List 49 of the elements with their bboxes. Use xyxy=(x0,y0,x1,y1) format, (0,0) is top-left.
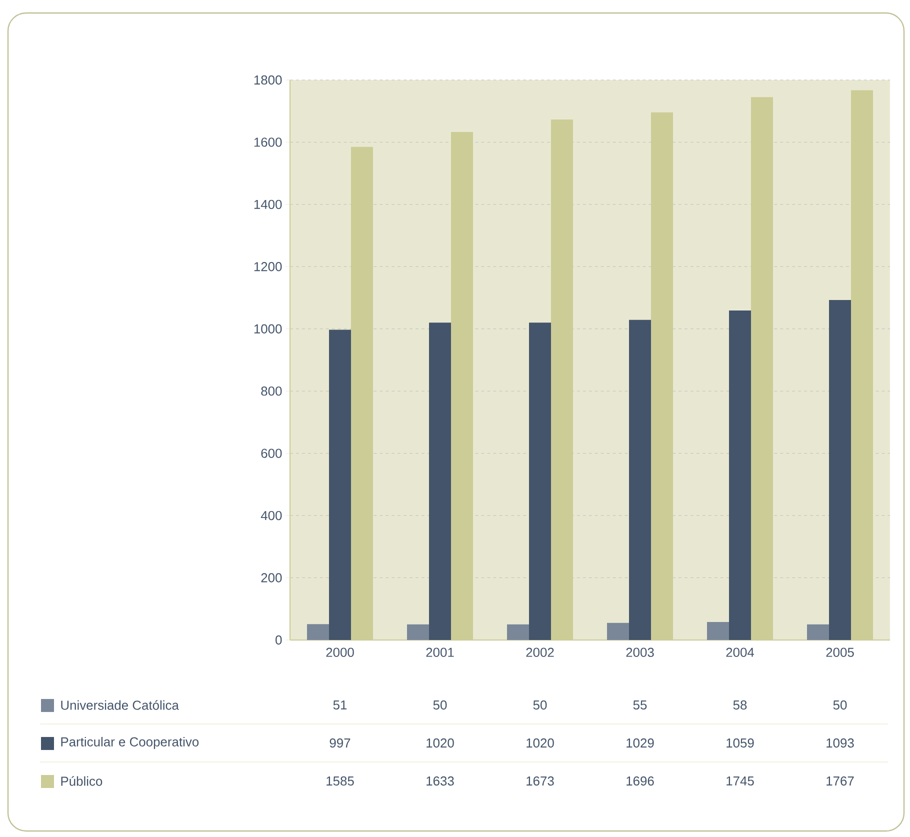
y-tick-label: 1600 xyxy=(254,138,282,147)
legend-label: Particular e Cooperativo xyxy=(61,736,199,750)
bar xyxy=(407,624,430,640)
bar xyxy=(829,300,851,640)
data-label: 1020 xyxy=(526,738,554,748)
data-label: 1020 xyxy=(426,738,454,748)
y-tick-label: 600 xyxy=(261,448,282,458)
bar xyxy=(507,624,530,640)
legend-label: Público xyxy=(61,776,102,786)
data-label: 1585 xyxy=(326,776,354,786)
y-tick-label: 1400 xyxy=(254,200,282,210)
data-label: 1059 xyxy=(726,738,754,748)
bar xyxy=(429,322,452,640)
legend-label: Universiade Católica xyxy=(61,700,179,710)
bar xyxy=(807,624,829,640)
y-tick-label: 800 xyxy=(261,386,282,396)
bar xyxy=(529,322,552,640)
x-tick-label: 2001 xyxy=(426,648,454,657)
bar xyxy=(307,624,330,640)
y-tick-label: 1800 xyxy=(254,75,282,85)
y-tick-label: 0 xyxy=(276,635,282,645)
bar xyxy=(329,330,352,640)
x-tick-label: 2004 xyxy=(726,648,754,657)
x-tick-label: 2005 xyxy=(826,648,854,657)
data-label: 50 xyxy=(533,700,547,710)
y-tick-label: 1200 xyxy=(254,262,282,272)
data-label: 51 xyxy=(333,700,347,710)
data-label: 58 xyxy=(733,700,747,710)
x-tick-label: 2002 xyxy=(526,648,554,657)
data-label: 50 xyxy=(433,700,447,710)
x-tick-label: 2003 xyxy=(626,648,654,657)
y-tick-label: 200 xyxy=(261,573,282,582)
data-label: 1633 xyxy=(426,776,454,786)
data-label: 1093 xyxy=(826,738,854,748)
data-label: 1745 xyxy=(726,776,754,786)
bar xyxy=(729,310,752,640)
data-label: 55 xyxy=(633,700,647,710)
y-tick-label: 400 xyxy=(260,510,282,520)
bar xyxy=(629,320,652,640)
data-label: 1767 xyxy=(826,776,854,786)
data-label: 1029 xyxy=(626,738,654,748)
bar xyxy=(707,622,730,640)
data-label: 1673 xyxy=(526,776,554,786)
bar xyxy=(607,622,630,640)
data-label: 997 xyxy=(330,738,350,748)
data-label: 50 xyxy=(833,700,847,710)
data-label: 1696 xyxy=(626,776,654,786)
y-tick-label: 1000 xyxy=(254,324,282,334)
x-tick-label: 2000 xyxy=(326,648,354,657)
